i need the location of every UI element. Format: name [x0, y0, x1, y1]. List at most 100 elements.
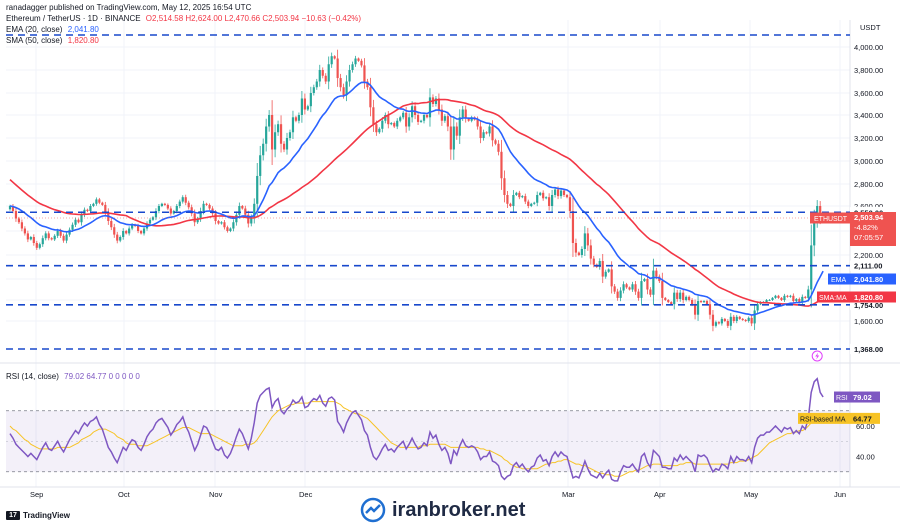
candle-body — [559, 190, 563, 197]
candle-body — [714, 322, 718, 326]
candle-body — [378, 128, 381, 133]
candle-body — [408, 117, 411, 127]
candle-body — [795, 298, 798, 302]
candle-body — [801, 296, 804, 303]
candle-body — [35, 243, 38, 248]
candle-body — [271, 115, 274, 150]
candle-body — [273, 132, 277, 150]
candle-body — [202, 203, 205, 211]
price-tick-label: 1,600.00 — [854, 317, 883, 326]
level-tag: 2,111.00 — [854, 262, 882, 271]
candle-body — [119, 237, 122, 241]
candle-body — [74, 219, 77, 225]
candle-body — [151, 217, 155, 220]
published-header: ranadagger published on TradingView.com,… — [6, 3, 252, 12]
candle-body — [679, 292, 682, 299]
candle-body — [646, 279, 649, 290]
candle-body — [327, 64, 330, 82]
candle-body — [479, 126, 482, 138]
candle-body — [458, 117, 461, 136]
rsi-axis: 40.00 60.00 — [856, 422, 875, 462]
candle-body — [357, 58, 360, 61]
candle-body — [122, 231, 125, 237]
ema-name-tag: EMA — [831, 277, 847, 284]
candle-body — [8, 206, 12, 210]
watermark-logo-icon — [360, 497, 386, 523]
candle-body — [667, 300, 670, 303]
candle-body — [723, 318, 726, 321]
candle-body — [244, 208, 247, 215]
tradingview-logo[interactable]: 17 TradingView — [6, 511, 70, 521]
rsi-ma-line — [9, 401, 821, 477]
level-tag: 1,368.00 — [854, 345, 883, 354]
candle-body — [652, 270, 655, 295]
candle-body — [247, 214, 250, 224]
candle-body — [792, 295, 795, 302]
candle-body — [139, 231, 143, 234]
candle-body — [655, 270, 658, 277]
candle-body — [604, 271, 607, 277]
rsi-label: RSI (14, close) — [6, 372, 59, 381]
candle-body — [306, 106, 309, 110]
rsi-ma-name-tag-bg — [798, 412, 850, 424]
candle-body — [44, 233, 47, 239]
candle-body — [128, 228, 131, 234]
candle-body — [491, 126, 494, 141]
candle-body — [753, 310, 756, 324]
candle-body — [29, 237, 32, 240]
candle-body — [589, 245, 592, 259]
candle-body — [696, 301, 700, 315]
candle-body — [17, 218, 21, 223]
candle-body — [148, 219, 152, 224]
candle-body — [810, 245, 813, 290]
candle-body — [461, 109, 464, 118]
candle-body — [348, 70, 351, 82]
candle-body — [440, 109, 443, 121]
candle-body — [598, 261, 601, 267]
candle-body — [384, 115, 387, 121]
candle-body — [568, 197, 572, 211]
ohlc-values: O2,514.58 H2,624.00 L2,470.66 C2,503.94 … — [145, 14, 362, 23]
candle-body — [428, 97, 432, 118]
sma-value-tag-bg — [850, 291, 896, 303]
candle-body — [396, 120, 399, 127]
candle-body — [256, 175, 259, 204]
candle-body — [494, 140, 497, 144]
lightning-icon — [815, 352, 820, 360]
candle-body — [634, 284, 637, 292]
candle-body — [116, 234, 119, 241]
candle-body — [187, 202, 190, 208]
candle-body — [628, 287, 631, 290]
candle-body — [309, 93, 312, 107]
price-tick-label: 2,200.00 — [854, 251, 883, 260]
candle-body — [178, 201, 181, 206]
candle-body — [393, 123, 396, 127]
price-tick-label: 3,200.00 — [854, 134, 883, 143]
ema-20-line — [9, 81, 824, 316]
candle-body — [771, 297, 774, 300]
candle-body — [488, 126, 491, 134]
candle-body — [288, 132, 292, 138]
candle-body — [545, 197, 548, 199]
candle-body — [387, 115, 390, 125]
rsi-line — [9, 377, 824, 482]
candle-body — [765, 300, 768, 303]
symbol-tag-bg — [810, 212, 850, 224]
candle-body — [399, 117, 402, 121]
candle-body — [601, 261, 604, 277]
candle-body — [807, 289, 810, 298]
candle-body — [297, 115, 301, 121]
candle-body — [741, 318, 744, 320]
level-tag-bg — [850, 343, 896, 355]
candle-body — [32, 237, 35, 243]
candle-body — [798, 298, 801, 303]
price-tick-label: 3,000.00 — [854, 157, 883, 166]
candle-body — [685, 296, 688, 300]
candle-body — [172, 211, 175, 214]
symbol-legend: Ethereum / TetherUS · 1D · BINANCE O2,51… — [6, 14, 361, 23]
candle-body — [321, 70, 324, 76]
rsi-tick-label: 40.00 — [856, 453, 875, 462]
rsi-ma-name-tag: RSI-based MA — [800, 416, 846, 423]
candle-body — [446, 116, 449, 127]
